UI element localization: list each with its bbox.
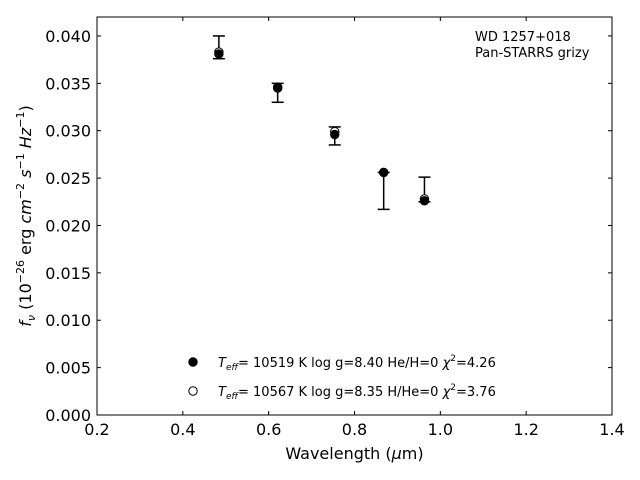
y-tick-label-3: 0.015 (45, 264, 91, 283)
annotation-line-2: Pan-STARRS grizy (475, 46, 590, 61)
y-tick-label-5: 0.025 (45, 169, 91, 188)
y-tick-label-6: 0.030 (45, 122, 91, 141)
model-point-filled-4 (419, 196, 430, 206)
data-points (214, 47, 430, 206)
legend-marker-filled (188, 357, 198, 367)
x-tick-label-1: 0.4 (170, 420, 195, 439)
legend-label-1: Teff= 10519 K log g=8.40 He/H=0 χ2=4.26 (218, 354, 496, 373)
axis-ticks: 0.2 0.4 0.6 0.8 1.0 1.2 1.4 0.000 0.005 0.010 0.01… (45, 17, 625, 439)
y-tick-label-8: 0.040 (45, 27, 91, 46)
model-point-filled-1 (272, 82, 283, 92)
x-tick-label-2: 0.6 (256, 420, 281, 439)
y-tick-label-4: 0.020 (45, 216, 91, 235)
y-tick-label-7: 0.035 (45, 74, 91, 93)
x-tick-label-5: 1.2 (513, 420, 538, 439)
y-axis-title: fν (10−26 erg cm−2 s−1 Hz−1) (14, 105, 38, 326)
annotation-line-1: WD 1257+018 (475, 30, 571, 45)
y-tick-label-0: 0.000 (45, 406, 91, 425)
x-tick-label-0: 0.2 (84, 420, 109, 439)
model-point-filled-3 (378, 167, 389, 178)
error-bar-3 (377, 171, 390, 211)
model-point-filled-0 (214, 49, 224, 59)
legend: Teff= 10519 K log g=8.40 He/H=0 χ2=4.26 … (188, 354, 496, 402)
error-bars (212, 35, 431, 211)
y-tick-label-1: 0.005 (45, 359, 91, 378)
model-point-filled-2 (330, 129, 340, 140)
x-axis-title: Wavelength (μm) (285, 444, 423, 463)
legend-marker-open (188, 386, 198, 396)
legend-label-2: Teff= 10567 K log g=8.35 H/He=0 χ2=3.76 (218, 383, 496, 402)
x-tick-label-6: 1.4 (599, 420, 624, 439)
y-tick-label-2: 0.010 (45, 311, 91, 330)
x-tick-label-3: 0.8 (342, 420, 367, 439)
x-tick-label-4: 1.0 (428, 420, 453, 439)
